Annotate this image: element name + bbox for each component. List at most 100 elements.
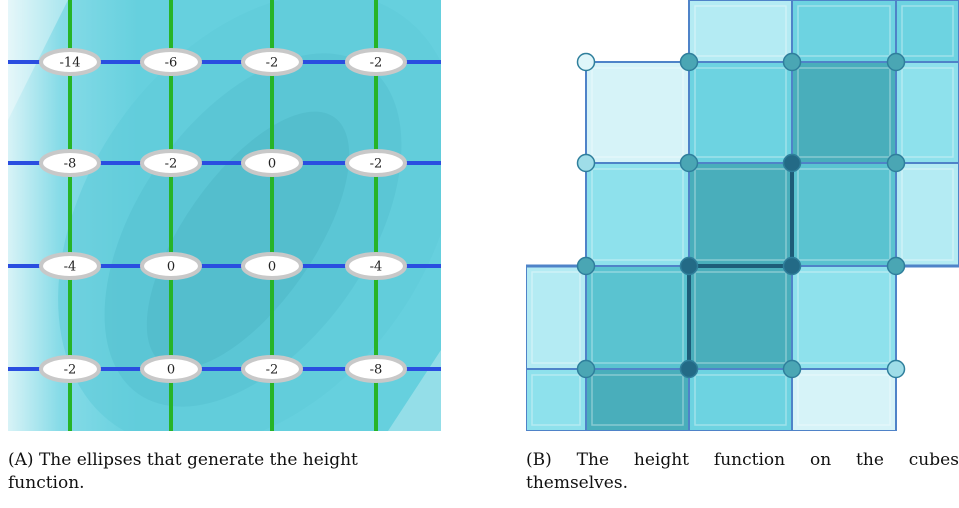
cube-inner-face — [797, 67, 891, 158]
cube-inner-face — [797, 168, 891, 261]
caption-a-line1: The ellipses that generate the height — [38, 450, 358, 470]
cube-vertex-node — [576, 153, 596, 173]
cube-cell — [585, 368, 690, 431]
ellipse-value-label: -8 — [64, 157, 77, 172]
ellipse-value-label: -2 — [266, 363, 279, 378]
cube-edges — [526, 163, 959, 369]
height-ellipse: -2 — [39, 355, 101, 383]
height-ellipse: -8 — [39, 149, 101, 177]
height-ellipse: 0 — [241, 149, 303, 177]
ellipse-value-label: -2 — [64, 363, 77, 378]
cube-vertex-node — [679, 256, 699, 276]
height-ellipse: -6 — [140, 48, 202, 76]
cube-inner-face — [694, 168, 787, 261]
cube-inner-face — [591, 271, 684, 364]
cube-inner-face — [901, 168, 954, 261]
height-ellipse: -4 — [39, 252, 101, 280]
cube-vertex-node — [679, 52, 699, 72]
cube-cell — [791, 61, 897, 164]
height-ellipse: -14 — [39, 48, 101, 76]
caption-b-label: (B) — [526, 450, 552, 470]
caption-b-word: function — [713, 450, 786, 470]
caption-b-word: on — [809, 450, 832, 470]
cube-inner-face — [694, 5, 787, 57]
height-ellipse: -4 — [345, 252, 407, 280]
ellipse-value-label: 0 — [268, 157, 276, 172]
cube-cell — [895, 162, 959, 267]
cube-cell — [688, 0, 793, 63]
cube-nodes — [576, 52, 906, 379]
caption-b-word: The — [576, 450, 610, 470]
cube-cells — [526, 0, 959, 431]
cube-cell — [791, 162, 897, 267]
cube-cell — [585, 265, 690, 370]
cube-vertex-node — [886, 256, 906, 276]
cube-inner-face — [591, 67, 684, 158]
figure-panel-a: -14 -6 -2 -2 -8 -2 0 -2 -4 0 0 -4 -2 0 -2 -8 — [8, 0, 441, 431]
cube-inner-face — [591, 168, 684, 261]
height-ellipse: -8 — [345, 355, 407, 383]
ellipse-value-label: -14 — [60, 56, 81, 71]
cube-cell — [688, 61, 793, 164]
ellipse-value-label: -4 — [64, 260, 77, 275]
ellipse-value-label: -2 — [370, 56, 383, 71]
cube-cell — [585, 61, 690, 164]
caption-a-label: (A) — [8, 450, 34, 470]
caption-b-word: cubes — [908, 450, 959, 470]
height-ellipse: 0 — [140, 252, 202, 280]
cube-inner-face — [901, 5, 954, 57]
ellipse-value-label: 0 — [167, 363, 175, 378]
cube-inner-face — [797, 271, 891, 364]
figure-panel-b — [526, 0, 959, 431]
ellipse-grid: -14 -6 -2 -2 -8 -2 0 -2 -4 0 0 -4 -2 0 -2 -8 — [8, 0, 441, 431]
height-ellipse: 0 — [241, 252, 303, 280]
cube-inner-face — [694, 67, 787, 158]
cube-inner-face — [797, 374, 891, 426]
ellipse-value-label: 0 — [268, 260, 276, 275]
cube-cell — [688, 265, 793, 370]
height-ellipse: -2 — [345, 149, 407, 177]
ellipse-value-label: -8 — [370, 363, 383, 378]
height-ellipse: -2 — [241, 355, 303, 383]
cube-vertex-node — [782, 256, 802, 276]
caption-b: (B) The height function on the cubes the… — [526, 449, 959, 495]
cube-cell — [526, 265, 587, 370]
cube-cell — [791, 265, 897, 370]
cube-vertex-node — [576, 52, 596, 72]
caption-a: (A) The ellipses that generate the heigh… — [8, 449, 440, 495]
caption-b-word: the — [856, 450, 884, 470]
cube-vertex-node — [886, 52, 906, 72]
height-ellipse: -2 — [241, 48, 303, 76]
cube-cell — [688, 162, 793, 267]
cube-cell — [791, 368, 897, 431]
ellipse-grid-figure: -14 -6 -2 -2 -8 -2 0 -2 -4 0 0 -4 -2 0 -2 -8 — [8, 0, 441, 431]
cube-cell — [526, 368, 587, 431]
cube-vertex-node — [782, 153, 802, 173]
cube-cell — [688, 368, 793, 431]
ellipse-value-label: -2 — [165, 157, 178, 172]
ellipse-value-label: -2 — [266, 56, 279, 71]
cube-cell — [791, 0, 897, 63]
cube-inner-face — [531, 271, 581, 364]
cube-inner-face — [591, 374, 684, 426]
cube-height-figure — [526, 0, 959, 431]
cube-vertex-node — [782, 52, 802, 72]
caption-b-line2: themselves. — [526, 473, 628, 493]
caption-a-line2: function. — [8, 473, 85, 493]
caption-b-word: height — [633, 450, 690, 470]
cube-vertex-node — [679, 153, 699, 173]
cube-inner-face — [531, 374, 581, 426]
cube-vertex-node — [886, 153, 906, 173]
cube-inner-face — [901, 67, 954, 158]
cube-inner-face — [694, 374, 787, 426]
cube-cell — [895, 61, 959, 164]
height-ellipse: -2 — [345, 48, 407, 76]
cube-cell — [895, 0, 959, 63]
cube-inner-face — [797, 5, 891, 57]
ellipse-value-label: -6 — [165, 56, 178, 71]
ellipse-value-label: 0 — [167, 260, 175, 275]
cube-vertex-node — [679, 359, 699, 379]
ellipse-value-label: -2 — [370, 157, 383, 172]
cube-inner-face — [694, 271, 787, 364]
cube-vertex-node — [782, 359, 802, 379]
